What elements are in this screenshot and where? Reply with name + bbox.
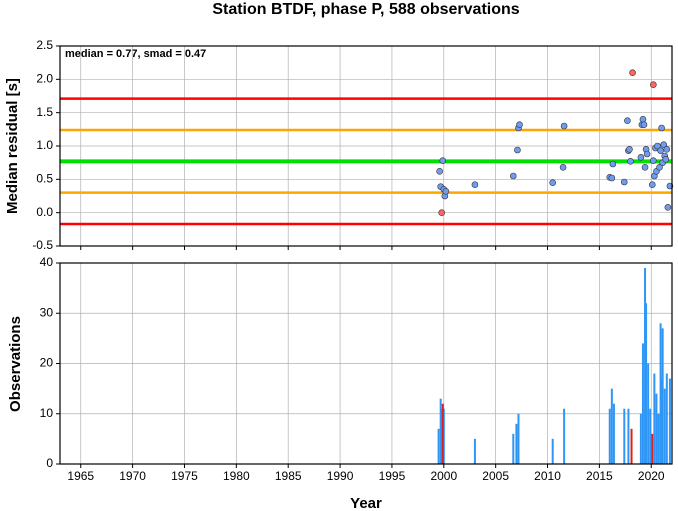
bar: [639, 413, 642, 464]
y-tick-label: 40: [40, 255, 54, 269]
point: [609, 160, 617, 168]
point: [560, 122, 568, 130]
y-tick-label: 0.0: [36, 205, 53, 219]
bar: [512, 433, 515, 464]
y-tick-label: 0: [46, 456, 53, 470]
x-tick-label: 1995: [379, 469, 406, 483]
y-tick-label: 30: [40, 305, 54, 319]
point: [643, 150, 651, 158]
bar: [517, 413, 520, 464]
point: [559, 164, 567, 171]
bar: [659, 323, 662, 464]
bar: [551, 438, 554, 464]
x-tick-label: 2015: [586, 469, 613, 483]
x-tick-label: 1965: [67, 469, 94, 483]
point: [514, 146, 521, 154]
point: [549, 179, 557, 186]
x-tick-label: 1970: [119, 469, 146, 483]
y-tick-label: 0.5: [36, 172, 53, 186]
y-tick-label: 10: [40, 406, 54, 420]
plot-frame: [59, 262, 673, 465]
x-tick-label: 1985: [275, 469, 302, 483]
point: [442, 188, 450, 195]
x-tick-label: 1990: [327, 469, 354, 483]
point: [656, 164, 663, 171]
bar: [645, 303, 648, 464]
point: [650, 81, 657, 88]
bar: [623, 408, 626, 464]
point: [620, 178, 628, 186]
point: [639, 116, 647, 123]
bar: [441, 403, 444, 464]
x-tick-label: 2000: [430, 469, 457, 483]
x-tick-label: 2010: [534, 469, 561, 483]
point: [654, 142, 661, 150]
y-tick-label: 1.0: [36, 138, 53, 152]
x-tick-label: 1980: [223, 469, 250, 483]
point: [626, 146, 633, 153]
y-axis-label: Observations: [7, 316, 24, 412]
point: [439, 157, 447, 164]
bar: [627, 408, 630, 464]
bar: [440, 408, 443, 464]
bar: [515, 423, 518, 464]
point: [663, 146, 671, 153]
point: [650, 157, 657, 164]
bar: [563, 408, 566, 464]
point: [664, 204, 672, 211]
bar: [473, 438, 476, 464]
y-tick-label: 1.5: [36, 105, 53, 119]
bar: [641, 343, 644, 464]
bar: [442, 408, 445, 464]
point: [471, 181, 479, 188]
bar: [608, 408, 611, 464]
y-tick-label: 2.0: [36, 72, 53, 86]
point: [608, 174, 616, 182]
point: [624, 117, 631, 124]
point: [662, 156, 670, 163]
bar: [630, 428, 633, 464]
bar: [668, 378, 671, 464]
bar: [663, 388, 666, 464]
point: [516, 121, 523, 128]
bar: [647, 363, 650, 464]
annotation: median = 0.77, smad = 0.47: [65, 48, 206, 60]
point: [648, 181, 656, 188]
bar: [665, 373, 668, 464]
bar: [439, 398, 442, 464]
y-tick-label: 20: [40, 356, 54, 370]
bar: [612, 403, 615, 464]
point: [640, 121, 648, 128]
x-tick-label: 1975: [171, 469, 198, 483]
point: [641, 164, 649, 171]
point: [509, 172, 517, 180]
bar: [649, 408, 652, 464]
bar: [655, 393, 658, 464]
x-tick-label: 2005: [482, 469, 509, 483]
y-tick-label: 2.5: [36, 38, 53, 52]
bar: [437, 428, 440, 464]
point: [660, 141, 668, 148]
point: [627, 158, 634, 165]
bar: [644, 268, 647, 464]
x-axis-label: Year: [350, 495, 382, 511]
y-tick-label: -0.5: [32, 238, 53, 252]
point: [658, 124, 665, 132]
bar: [660, 378, 663, 464]
point: [436, 168, 443, 175]
chart-title: Station BTDF, phase P, 588 observations: [212, 1, 519, 18]
point: [438, 209, 446, 216]
bar: [610, 388, 613, 464]
bar: [657, 413, 660, 464]
y-axis-label: Median residual [s]: [4, 78, 21, 214]
point: [637, 154, 645, 161]
plot-frame: [59, 45, 673, 247]
x-tick-label: 2020: [638, 469, 665, 483]
point: [657, 147, 664, 154]
bar: [661, 328, 664, 464]
bar: [653, 373, 656, 464]
point: [629, 69, 636, 76]
bar: [651, 433, 654, 464]
